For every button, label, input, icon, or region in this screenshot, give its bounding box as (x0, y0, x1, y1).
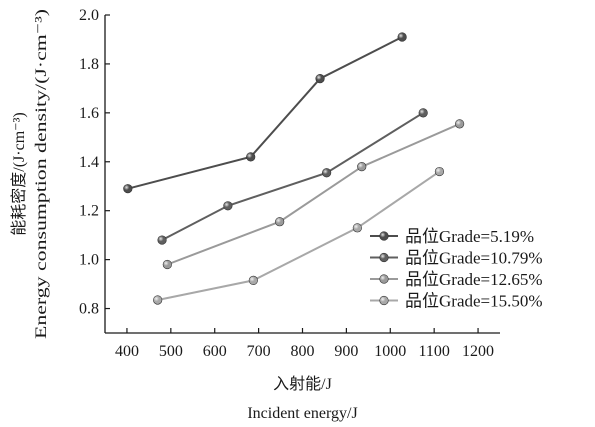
legend-label: 品位Grade=10.79% (405, 249, 543, 268)
y-tick-label: 2.0 (79, 7, 99, 24)
data-point (455, 119, 465, 129)
data-point-highlight (163, 260, 172, 269)
data-point (434, 166, 445, 177)
data-point (275, 217, 285, 227)
data-point-highlight (249, 276, 258, 285)
data-point-highlight (322, 168, 331, 178)
legend-label: 品位Grade=15.50% (405, 292, 543, 311)
data-point (123, 184, 133, 194)
data-point (162, 259, 172, 270)
legend-marker-highlight (379, 231, 389, 241)
series-4 (153, 166, 445, 305)
legend-item: 品位Grade=15.50% (370, 292, 543, 311)
data-point (248, 275, 258, 286)
data-point (322, 168, 332, 178)
x-tick-label: 900 (334, 343, 358, 360)
x-tick-label: 400 (115, 343, 139, 360)
series-line (166, 122, 461, 266)
data-point-highlight (275, 217, 284, 226)
data-point-highlight (397, 32, 407, 42)
y-tick-label: 1.4 (79, 154, 99, 171)
legend-item: 品位Grade=12.65% (370, 270, 543, 289)
x-tick-label: 700 (247, 343, 271, 360)
y-axis-label-english: Energy consumption density/(J·cm⁻³) (33, 9, 50, 339)
y-tick-label: 1.2 (79, 203, 99, 220)
data-point-highlight (455, 119, 464, 129)
legend: 品位Grade=5.19% 品位Grade=10.79% 品位Grade=12.65… (370, 227, 543, 311)
data-point-highlight (435, 167, 444, 176)
x-tick-label: 1000 (374, 343, 406, 360)
axes: 0.8 1.0 1.2 1.4 1.6 1.8 2.0 400 500 600 700 800 900 1… (79, 7, 500, 360)
series-2 (157, 108, 428, 245)
y-axis-label-chinese: 能耗密度/(J·cm⁻³) (10, 112, 28, 235)
x-tick-label: 600 (203, 343, 227, 360)
data-point-highlight (418, 108, 428, 118)
data-point (223, 201, 233, 211)
legend-marker-highlight (379, 253, 389, 262)
x-axis-label-chinese: 入射能/J (273, 375, 332, 393)
data-point-highlight (246, 152, 256, 162)
data-point-highlight (353, 223, 362, 233)
x-tick-label: 1100 (418, 343, 449, 360)
x-tick-label: 500 (159, 343, 183, 360)
data-point-highlight (315, 74, 325, 83)
y-tick-label: 1.0 (79, 252, 99, 269)
data-point (157, 235, 167, 245)
series-line (127, 36, 403, 190)
legend-label: 品位Grade=12.65% (405, 270, 543, 289)
data-point-highlight (153, 295, 162, 305)
data-point (153, 295, 163, 305)
data-point (397, 32, 407, 42)
series-3 (162, 119, 465, 270)
x-axis-label-english: Incident energy/J (247, 405, 357, 422)
legend-item: 品位Grade=10.79% (370, 249, 543, 268)
data-point-highlight (123, 184, 133, 193)
data-point-highlight (357, 162, 367, 171)
legend-marker-highlight (379, 274, 389, 284)
legend-marker-highlight (379, 296, 389, 305)
legend-label: 品位Grade=5.19% (405, 227, 534, 246)
series-layer (123, 32, 465, 305)
data-point (352, 223, 362, 233)
series-line (157, 170, 440, 301)
data-point (246, 152, 256, 162)
series-1 (123, 32, 407, 194)
y-tick-label: 0.8 (79, 301, 99, 318)
data-point-highlight (157, 235, 167, 245)
data-point (357, 162, 367, 172)
data-point (418, 108, 428, 118)
data-point (315, 73, 325, 84)
x-tick-label: 1200 (462, 343, 494, 360)
y-tick-label: 1.8 (79, 56, 99, 73)
series-line (161, 111, 424, 241)
data-point-highlight (223, 201, 233, 211)
legend-item: 品位Grade=5.19% (370, 227, 534, 246)
x-tick-label: 800 (291, 343, 315, 360)
y-tick-label: 1.6 (79, 105, 99, 122)
